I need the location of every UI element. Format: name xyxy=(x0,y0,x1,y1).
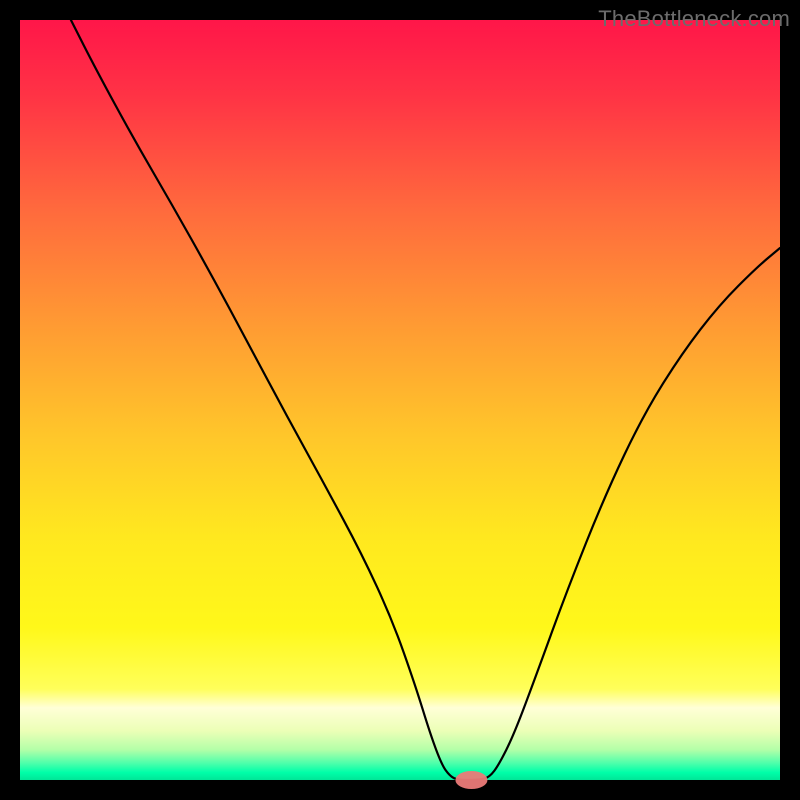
bottleneck-chart xyxy=(0,0,800,800)
plot-background xyxy=(20,20,780,780)
minimum-marker xyxy=(455,771,487,789)
watermark-text: TheBottleneck.com xyxy=(598,6,790,32)
chart-container: TheBottleneck.com xyxy=(0,0,800,800)
